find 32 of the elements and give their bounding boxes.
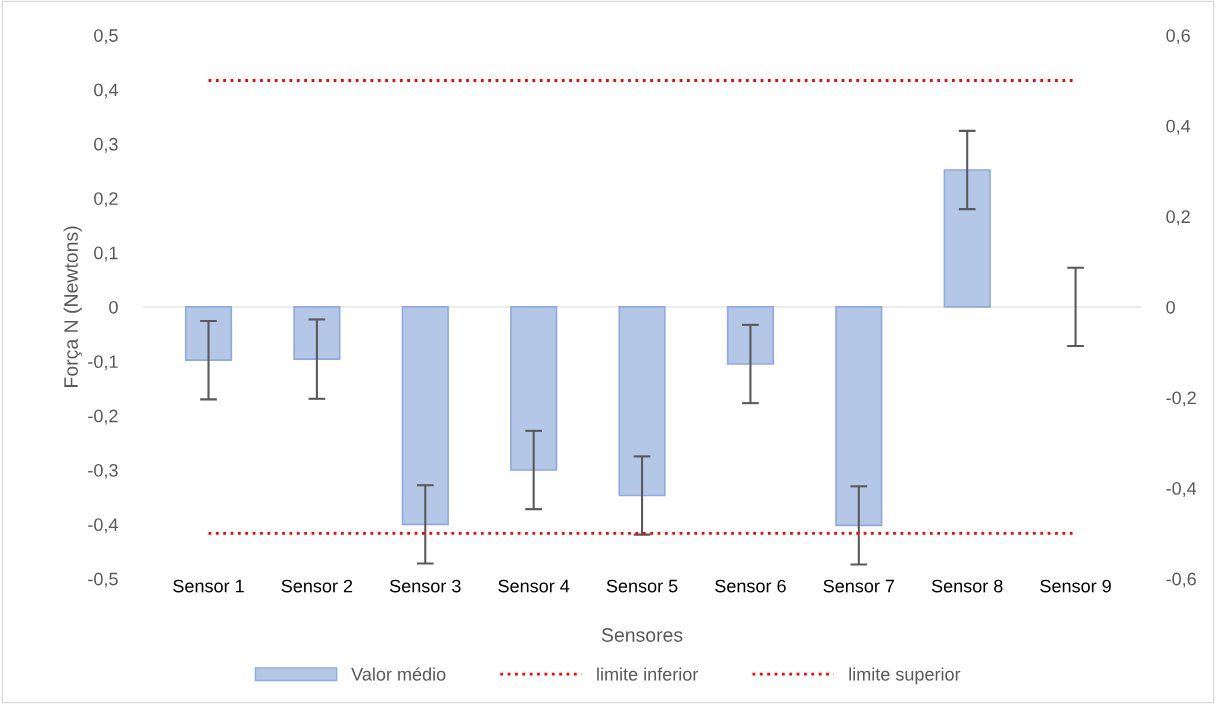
y-tick-label: -0,2 <box>88 409 118 425</box>
y-axis-title: Força N (Newtons) <box>63 226 82 387</box>
y2-tick-label: -0,6 <box>1166 572 1196 588</box>
x-tick-label: Sensor 1 <box>173 579 244 593</box>
x-tick-label: Sensor 6 <box>715 579 786 593</box>
x-tick-label: Sensor 3 <box>389 579 461 593</box>
y-tick-label: 0 <box>109 300 118 314</box>
legend-label: limite superior <box>849 667 961 685</box>
y2-tick-label: -0,2 <box>1166 391 1196 407</box>
y2-tick-label: 0 <box>1166 300 1175 314</box>
y-tick-label: 0,4 <box>94 83 118 99</box>
y-tick-label: 0,1 <box>94 246 118 262</box>
y-tick-label: -0,3 <box>88 463 118 479</box>
y-tick-label: 0,5 <box>94 29 118 45</box>
y-tick-label: -0,4 <box>88 518 118 534</box>
y2-tick-label: 0,2 <box>1166 210 1190 226</box>
y-tick-label: 0,3 <box>94 137 118 153</box>
legend-label: limite inferior <box>597 667 699 681</box>
x-tick-label: Sensor 5 <box>606 579 678 593</box>
y2-tick-label: 0,6 <box>1166 29 1190 45</box>
y-tick-label: -0,5 <box>88 572 118 588</box>
x-tick-label: Sensor 8 <box>931 579 1003 593</box>
y2-tick-label: -0,4 <box>1166 482 1197 497</box>
y-tick-label: 0,2 <box>94 192 118 208</box>
y2-tick-label: 0,4 <box>1166 119 1191 135</box>
y-tick-label: -0,1 <box>88 355 118 371</box>
x-tick-label: Sensor 2 <box>281 579 353 593</box>
x-tick-label: Sensor 4 <box>498 579 570 593</box>
legend-label: Valor médio <box>351 667 446 681</box>
x-axis-title: Sensores <box>601 628 683 642</box>
x-tick-label: Sensor 7 <box>823 579 895 593</box>
x-tick-label: Sensor 9 <box>1040 579 1111 593</box>
